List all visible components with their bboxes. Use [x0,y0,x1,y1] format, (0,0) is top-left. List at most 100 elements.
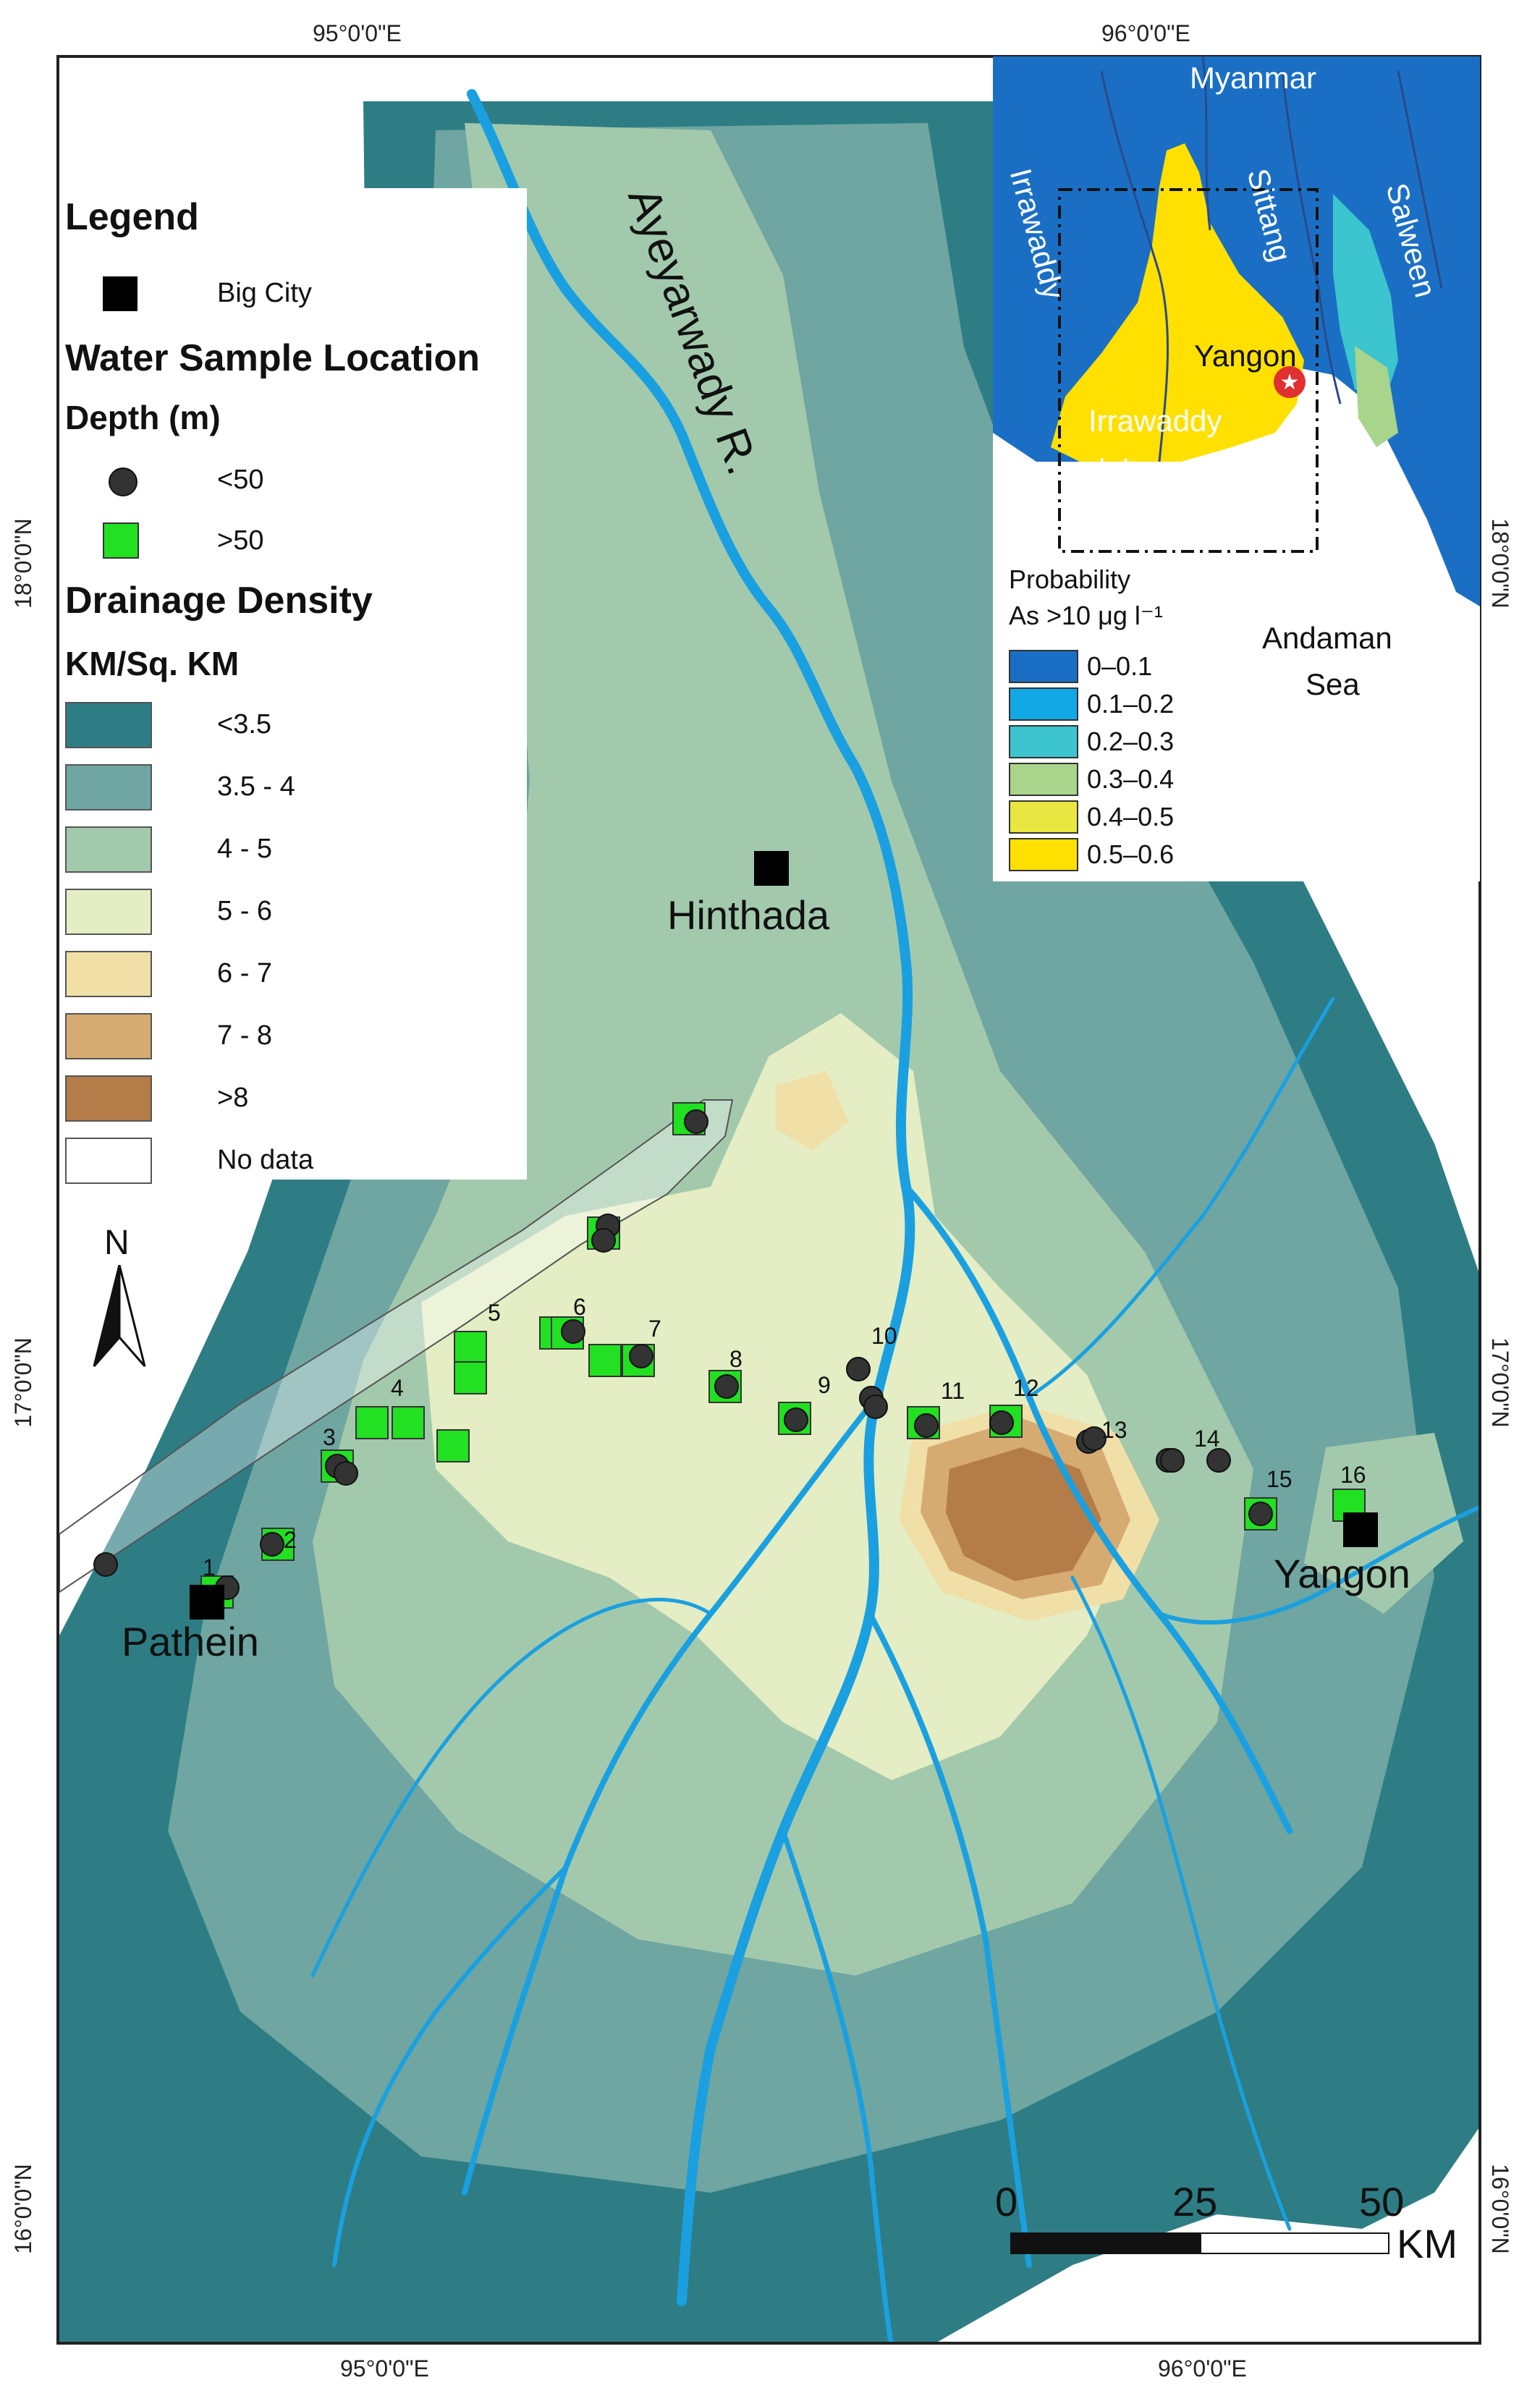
site-number-label: 10 [871,1323,897,1349]
big-city-marker [190,1585,224,1620]
city-yangon-label: Yangon [1274,1551,1410,1596]
drainage-swatch-label: <3.5 [217,709,272,740]
site-number-label: 2 [284,1527,297,1553]
probability-swatch-label: 0.2–0.3 [1087,727,1175,756]
legend-title: Legend [65,196,199,238]
deep-well-marker [454,1361,487,1394]
probability-swatch [1009,800,1078,834]
big-city-marker [1343,1512,1378,1547]
shallow-well-marker [714,1374,739,1399]
coord-left-upper: 18°0'0"N [9,518,36,609]
site-number-label: 15 [1266,1466,1292,1492]
scale-bar-black [1010,2232,1200,2254]
site-number-label: 6 [573,1294,586,1320]
drainage-title: Drainage Density [65,580,373,622]
svg-text:★: ★ [1280,370,1300,395]
inset-andaman-1: Andaman [1262,621,1392,655]
site-number-label: 7 [648,1316,661,1342]
scale-unit: KM [1397,2221,1458,2266]
scale-zero: 0 [995,2179,1018,2224]
coord-left-lower: 16°0'0"N [9,2164,36,2254]
probability-swatch-label: 0.1–0.2 [1087,689,1175,719]
shallow-well-marker [1206,1448,1231,1473]
shallow-well-marker [629,1344,653,1368]
shallow-well-marker [1160,1448,1185,1473]
city-pathein-label: Pathein [122,1619,259,1664]
shallow-well-marker [260,1532,284,1557]
shallow-well-marker [1248,1502,1273,1526]
shallow-well-marker [1082,1426,1107,1451]
shallow-well-symbol [109,467,138,496]
site-number-label: 13 [1101,1417,1128,1443]
depth-title: Depth (m) [65,399,221,436]
probability-swatch-label: 0–0.1 [1087,651,1153,681]
shallow-well-marker [93,1552,118,1577]
prob-title-2: As >10 μg l⁻¹ [1009,601,1163,630]
deep-well-marker [392,1406,425,1439]
drainage-swatch-label: >8 [217,1083,249,1113]
city-hinthada-label: Hinthada [667,892,830,938]
shallow-well-marker [591,1228,616,1253]
drainage-swatch-label: 5 - 6 [217,896,273,926]
scale-end: 50 [1359,2179,1405,2224]
drainage-swatch-label: No data [217,1145,314,1175]
drainage-swatch-label: 6 - 7 [217,958,273,989]
coord-top-left: 95°0'0"E [313,20,402,46]
deep-well-marker [588,1344,622,1377]
north-arrow-icon [93,1265,146,1367]
deep-well-symbol [103,522,139,559]
shallow-well-marker [334,1461,358,1486]
probability-swatch [1009,838,1078,871]
drainage-swatch [65,889,152,935]
drainage-units: KM/Sq. KM [65,645,240,682]
probability-swatch [1009,687,1078,721]
shallow-well-marker [863,1394,888,1419]
site-number-label: 14 [1194,1426,1220,1452]
drainage-swatch [65,951,152,997]
coord-right-middle: 17°0'0"N [1486,1337,1513,1428]
drainage-swatch [65,764,152,810]
drainage-swatch [65,1075,152,1122]
deep-well-marker [355,1406,389,1439]
site-number-label: 8 [729,1346,742,1372]
deep-well-marker [436,1429,470,1462]
shallow-well-marker [914,1413,939,1438]
sample-markers [93,851,1378,1620]
probability-swatch [1009,763,1078,796]
big-city-symbol [103,276,138,311]
drainage-swatch [65,826,152,873]
drainage-swatch [65,1013,152,1059]
coord-top-right: 96°0'0"E [1101,20,1190,46]
inset-andaman-2: Sea [1306,667,1360,701]
coord-left-middle: 17°0'0"N [9,1337,36,1428]
site-number-label: 16 [1340,1462,1366,1488]
site-number-label: 11 [941,1378,965,1404]
inset-delta-line1: Irrawaddy [1088,404,1222,438]
site-number-label: 4 [391,1375,404,1401]
coord-right-upper: 18°0'0"N [1486,518,1513,609]
inset-delta-line2: delta [1088,453,1155,487]
north-arrow: N [87,1223,152,1368]
shallow-well-marker [561,1319,585,1344]
inset-map: ★ Myanmar Irrawaddy Sittang Salween Yang… [993,56,1480,881]
drainage-swatch-label: 7 - 8 [217,1020,273,1051]
depth-deep-label: >50 [217,525,264,556]
site-number-label: 9 [818,1372,831,1398]
north-label: N [104,1224,130,1262]
prob-title-1: Probability [1009,564,1131,594]
big-city-label: Big City [217,278,312,308]
deep-well-marker [454,1331,487,1364]
shallow-well-marker [684,1109,708,1134]
drainage-swatch [65,1138,152,1184]
site-number-label: 3 [323,1424,336,1450]
shallow-well-marker [989,1410,1014,1435]
probability-swatch-label: 0.4–0.5 [1087,802,1175,831]
shallow-well-marker [784,1407,808,1432]
probability-swatch [1009,650,1078,683]
probability-swatch-label: 0.5–0.6 [1087,839,1175,869]
site-number-label: 5 [488,1300,501,1326]
legend-panel: Legend Big City Water Sample Location De… [59,188,527,1184]
water-sample-title: Water Sample Location [65,337,481,379]
inset-myanmar: Myanmar [1190,61,1317,95]
big-city-marker [754,851,789,886]
